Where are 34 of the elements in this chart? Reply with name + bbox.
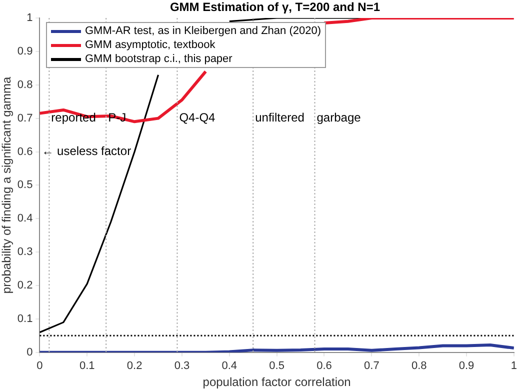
legend-label: GMM-AR test, as in Kleibergen and Zhan (2020) — [85, 24, 322, 38]
x-tick-label: 0.6 — [316, 360, 332, 372]
ref-line-label: reported — [51, 110, 96, 125]
x-tick-label: 0 — [36, 360, 43, 372]
y-tick-label: 0.3 — [17, 246, 33, 258]
y-tick-label: 1 — [26, 12, 33, 24]
x-tick-label: 1 — [510, 360, 518, 372]
annotation: ← useless factor — [42, 144, 132, 158]
x-tick-label: 0.3 — [174, 360, 190, 372]
y-tick-label: 0.1 — [17, 312, 33, 325]
y-tick-label: 0.2 — [17, 280, 33, 292]
x-tick-label: 0.4 — [222, 360, 238, 372]
x-tick-label: 0.9 — [458, 360, 474, 372]
x-tick-label: 0.2 — [126, 360, 142, 372]
y-tick-label: 0.4 — [17, 212, 33, 225]
ref-line-label: P-J — [108, 110, 126, 125]
x-axis-title: population factor correlation — [202, 375, 351, 390]
y-tick-label: 0.5 — [17, 179, 33, 192]
x-tick-label: 0.5 — [269, 360, 284, 372]
x-tick-label: 0.7 — [364, 360, 380, 372]
y-tick-label: 0.8 — [17, 78, 33, 91]
chart-title: GMM Estimation of γ, T=200 and N=1 — [168, 0, 382, 14]
y-tick-label: 0.9 — [17, 45, 33, 58]
ref-line-label: Q4-Q4 — [179, 110, 216, 125]
y-tick-label: 0.6 — [17, 146, 33, 158]
x-tick-label: 0.1 — [79, 360, 95, 372]
y-tick-label: 0 — [26, 346, 33, 358]
ref-line-label: garbage — [316, 110, 362, 125]
legend-label: GMM asymptotic, textbook — [85, 38, 216, 52]
legend-label: GMM bootstrap c.i., this paper — [85, 52, 232, 66]
x-tick-label: 0.8 — [411, 360, 427, 372]
y-tick-label: 0.7 — [17, 112, 33, 124]
y-axis-title: probability of finding a significant gamma — [0, 76, 14, 294]
ref-line-label: unfiltered — [255, 110, 304, 125]
